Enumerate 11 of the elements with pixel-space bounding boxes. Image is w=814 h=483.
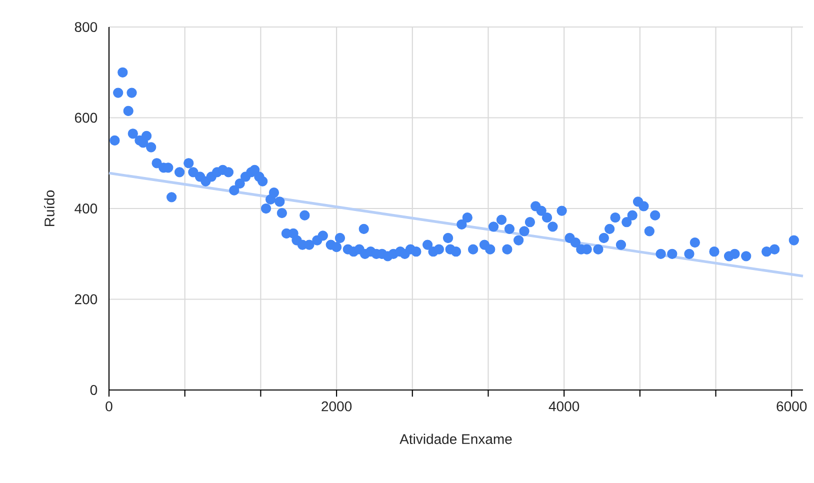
y-tick-label: 600	[74, 112, 98, 123]
y-tick-label: 800	[74, 22, 98, 32]
y-tick-label: 200	[74, 294, 98, 304]
y-axis-title: Ruído	[44, 190, 54, 226]
x-tick-label: 4000	[548, 401, 580, 412]
x-tick-label: 6000	[776, 401, 807, 412]
x-tick-label: 2000	[322, 401, 352, 412]
y-tick-label: 400	[74, 204, 98, 214]
y-tick-label: 0	[90, 385, 98, 395]
x-axis-title: Atividade Enxame	[400, 434, 512, 444]
x-tick-label: 0	[106, 401, 112, 412]
